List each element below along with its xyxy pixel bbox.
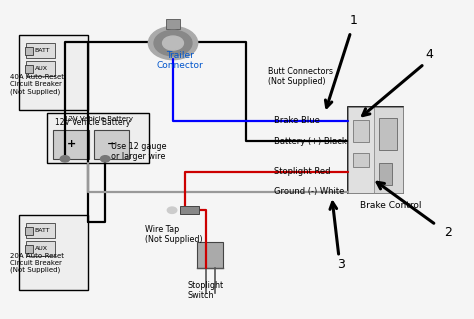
Text: +: + bbox=[66, 139, 76, 149]
Text: 40A Auto-Reset
Circuit Breaker
(Not Supplied): 40A Auto-Reset Circuit Breaker (Not Supp… bbox=[10, 74, 64, 95]
Circle shape bbox=[148, 26, 198, 60]
Text: 3: 3 bbox=[337, 258, 345, 271]
Bar bbox=[26, 43, 55, 58]
Circle shape bbox=[163, 36, 183, 50]
Text: Butt Connectors
(Not Supplied): Butt Connectors (Not Supplied) bbox=[268, 67, 333, 86]
Bar bbox=[348, 107, 403, 193]
Bar bbox=[353, 120, 369, 142]
Bar bbox=[25, 245, 33, 253]
Text: 12V Vehicle Battery: 12V Vehicle Battery bbox=[64, 116, 133, 122]
Text: 12V Vehicle Battery: 12V Vehicle Battery bbox=[55, 118, 130, 127]
Circle shape bbox=[60, 156, 70, 162]
Bar bbox=[25, 65, 33, 73]
Bar bbox=[25, 227, 33, 235]
Text: −: − bbox=[107, 139, 116, 149]
Bar bbox=[26, 241, 55, 256]
Bar bbox=[19, 35, 88, 110]
Bar bbox=[379, 163, 392, 185]
Circle shape bbox=[167, 207, 177, 213]
Bar bbox=[374, 107, 403, 193]
Bar bbox=[166, 19, 180, 29]
Text: 4: 4 bbox=[425, 48, 433, 61]
Bar bbox=[348, 107, 374, 193]
Text: AUX: AUX bbox=[35, 246, 48, 251]
Bar bbox=[94, 130, 129, 159]
Text: 20A Auto-Reset
Circuit Breaker
(Not Supplied): 20A Auto-Reset Circuit Breaker (Not Supp… bbox=[10, 253, 64, 273]
Bar bbox=[180, 206, 199, 214]
Text: 2: 2 bbox=[444, 226, 452, 239]
Text: 1: 1 bbox=[349, 14, 357, 27]
Text: Wire Tap
(Not Supplied): Wire Tap (Not Supplied) bbox=[145, 225, 202, 244]
Text: Battery (+) Black: Battery (+) Black bbox=[274, 137, 346, 146]
Text: BATT: BATT bbox=[34, 48, 49, 53]
Bar bbox=[25, 47, 33, 55]
Text: Brake Blue: Brake Blue bbox=[274, 116, 320, 125]
Text: AUX: AUX bbox=[35, 66, 48, 71]
Bar bbox=[47, 113, 149, 163]
Circle shape bbox=[154, 30, 192, 56]
Text: Stoplight
Switch: Stoplight Switch bbox=[187, 281, 223, 300]
Bar bbox=[53, 130, 89, 159]
Bar bbox=[379, 118, 397, 150]
Bar bbox=[26, 223, 55, 238]
Text: BATT: BATT bbox=[34, 228, 49, 233]
Text: Stoplight Red: Stoplight Red bbox=[274, 167, 330, 176]
Bar bbox=[26, 61, 55, 76]
Text: Ground (-) White: Ground (-) White bbox=[274, 187, 344, 196]
Text: Use 12 gauge
or larger wire: Use 12 gauge or larger wire bbox=[111, 142, 167, 161]
Bar bbox=[353, 153, 369, 167]
Text: Trailer
Connector: Trailer Connector bbox=[157, 51, 203, 70]
Bar bbox=[19, 215, 88, 290]
Text: Brake Control: Brake Control bbox=[360, 201, 422, 210]
Bar bbox=[197, 242, 223, 268]
Circle shape bbox=[100, 156, 110, 162]
